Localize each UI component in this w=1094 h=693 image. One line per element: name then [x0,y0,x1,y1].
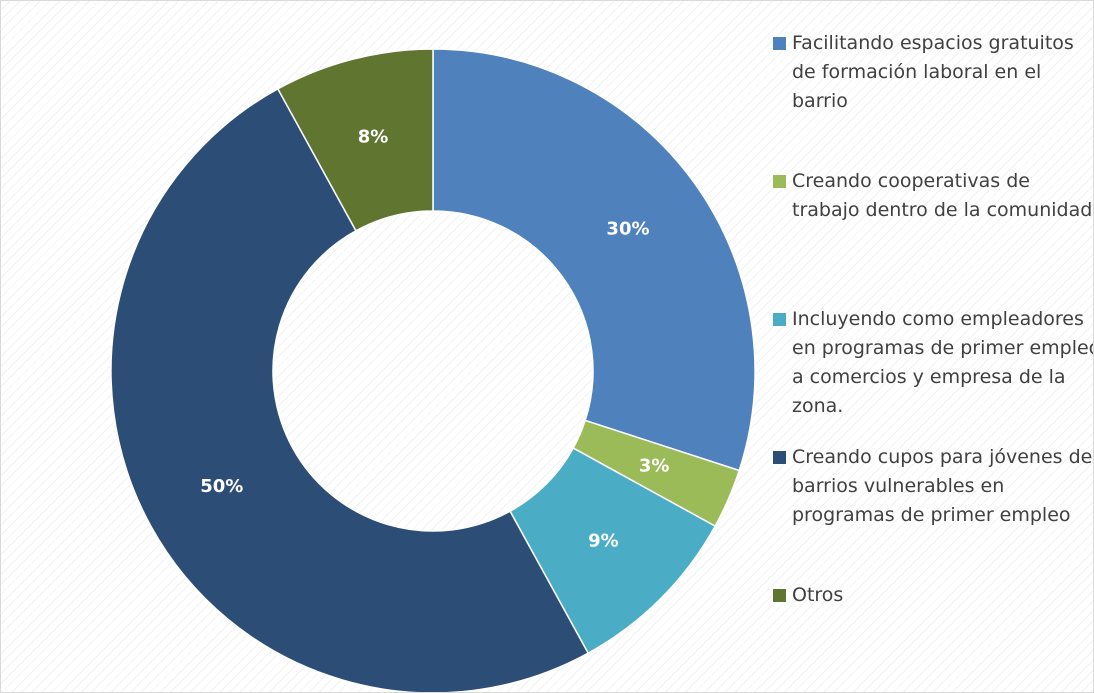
legend-swatch [773,589,786,602]
data-label: 8% [358,127,389,148]
legend-label: Creando cooperativas de trabajo dentro d… [792,170,1093,221]
data-label: 9% [588,530,619,551]
data-label: 50% [200,476,243,497]
data-label: 30% [606,218,649,239]
legend-item: Facilitando espacios gratuitos de formac… [773,29,1093,167]
slice [432,48,756,472]
legend-item: Creando cooperativas de trabajo dentro d… [773,167,1093,305]
legend-label: Otros [792,584,844,606]
legend-swatch [773,175,786,188]
legend-swatch [773,37,786,50]
slice [110,87,590,692]
legend: Facilitando espacios gratuitos de formac… [773,29,1094,692]
legend-item: Otros [773,581,1093,692]
legend-label: Creando cupos para jóvenes de barrios vu… [792,446,1093,526]
legend-item: Incluyendo como empleadores en programas… [773,305,1094,443]
legend-swatch [773,451,786,464]
legend-swatch [773,313,786,326]
legend-item: Creando cupos para jóvenes de barrios vu… [773,443,1093,581]
data-label: 3% [639,456,670,477]
legend-label: Incluyendo como empleadores en programas… [792,308,1094,417]
slice [276,48,434,232]
legend-label: Facilitando espacios gratuitos de formac… [792,32,1074,112]
